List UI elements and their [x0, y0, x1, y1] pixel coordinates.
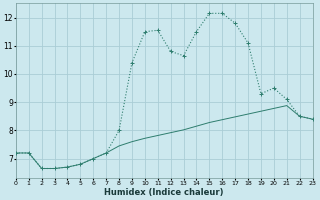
- X-axis label: Humidex (Indice chaleur): Humidex (Indice chaleur): [104, 188, 224, 197]
